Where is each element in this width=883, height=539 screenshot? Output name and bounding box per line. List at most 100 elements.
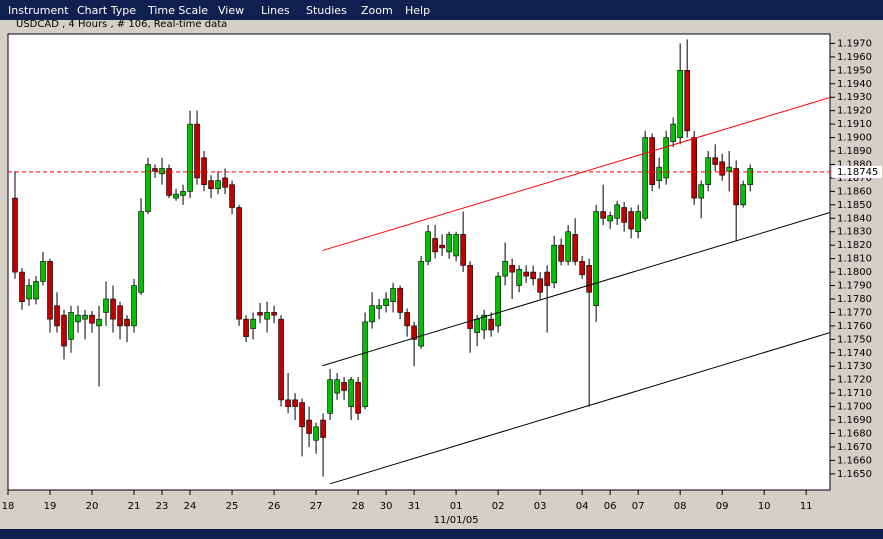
- candle-body: [292, 399, 298, 407]
- y-tick-label: 1.1750: [837, 334, 872, 345]
- x-tick-label: 23: [156, 501, 169, 512]
- candle-body: [19, 271, 25, 302]
- y-tick-label: 1.1670: [837, 442, 872, 453]
- y-tick-label: 1.1790: [837, 281, 872, 292]
- candle-body: [733, 168, 739, 206]
- y-tick-label: 1.1870: [837, 173, 872, 184]
- x-tick-label: 04: [576, 501, 589, 512]
- menu-item[interactable]: Instrument: [8, 4, 69, 17]
- candle-body: [187, 123, 193, 192]
- candle-body: [40, 261, 46, 282]
- menu-item[interactable]: Studies: [306, 4, 347, 17]
- candle-body: [110, 298, 116, 320]
- y-tick-label: 1.1810: [837, 254, 872, 265]
- candle-body: [579, 261, 585, 276]
- y-tick-label: 1.1950: [837, 65, 872, 76]
- candle-body: [397, 287, 403, 313]
- candle-body: [341, 382, 347, 391]
- candle-body: [474, 318, 480, 333]
- candle-body: [68, 312, 74, 340]
- candle-body: [565, 231, 571, 262]
- y-tick-label: 1.1770: [837, 307, 872, 318]
- candle-body: [558, 244, 564, 262]
- x-tick-label: 25: [226, 501, 239, 512]
- candle-body: [446, 234, 452, 253]
- candle-body: [117, 305, 123, 327]
- y-tick-label: 1.1710: [837, 388, 872, 399]
- y-tick-label: 1.1940: [837, 79, 872, 90]
- x-axis-label: 11/01/05: [434, 515, 479, 526]
- menu-item[interactable]: Chart Type: [77, 4, 136, 17]
- candle-body: [383, 298, 389, 307]
- candle-body: [194, 123, 200, 179]
- x-tick-label: 08: [674, 501, 687, 512]
- menu-item[interactable]: Help: [405, 4, 430, 17]
- candle-body: [432, 238, 438, 253]
- candle-body: [747, 168, 753, 185]
- x-tick-label: 20: [86, 501, 99, 512]
- y-tick-label: 1.1730: [837, 361, 872, 372]
- menu-item[interactable]: Lines: [261, 4, 290, 17]
- y-tick-label: 1.1780: [837, 294, 872, 305]
- y-tick-label: 1.1930: [837, 92, 872, 103]
- candle-body: [740, 184, 746, 206]
- candle-body: [460, 234, 466, 266]
- candle-body: [425, 231, 431, 262]
- candle-body: [264, 312, 270, 320]
- candle-body: [453, 234, 459, 257]
- x-tick-label: 02: [492, 501, 505, 512]
- y-tick-label: 1.1910: [837, 119, 872, 130]
- y-tick-label: 1.1880: [837, 159, 872, 170]
- x-tick-label: 24: [184, 501, 197, 512]
- candle-body: [621, 207, 627, 223]
- candle-body: [243, 318, 249, 337]
- menu-item[interactable]: View: [218, 4, 244, 17]
- y-tick-label: 1.1960: [837, 52, 872, 63]
- candle-body: [677, 70, 683, 138]
- candle-body: [586, 265, 592, 293]
- candle-body: [572, 234, 578, 262]
- menu-item[interactable]: Zoom: [361, 4, 393, 17]
- y-tick-label: 1.1680: [837, 429, 872, 440]
- y-tick-label: 1.1820: [837, 240, 872, 251]
- y-tick-label: 1.1970: [837, 38, 872, 49]
- candle-body: [152, 168, 158, 172]
- trendline: [329, 332, 830, 485]
- x-tick-label: 21: [128, 501, 141, 512]
- candle-body: [726, 166, 732, 172]
- candle-body: [607, 215, 613, 222]
- x-tick-label: 10: [758, 501, 771, 512]
- candle-body: [544, 271, 550, 286]
- x-tick-label: 09: [716, 501, 729, 512]
- candle-body: [404, 312, 410, 327]
- candle-body: [47, 261, 53, 320]
- candle-body: [635, 211, 641, 233]
- candle-body: [502, 261, 508, 277]
- chart-title: USDCAD , 4 Hours , # 106, Real-time data: [16, 19, 227, 30]
- menu-item[interactable]: Time Scale: [147, 4, 208, 17]
- candle-body: [26, 285, 32, 300]
- menu-bar: [0, 0, 883, 20]
- candle-body: [215, 180, 221, 189]
- candle-body: [712, 157, 718, 165]
- x-tick-label: 26: [268, 501, 281, 512]
- candle-body: [642, 137, 648, 219]
- candle-body: [509, 265, 515, 273]
- candle-body: [313, 426, 319, 441]
- candle-body: [236, 207, 242, 320]
- plot: [12, 39, 830, 485]
- y-tick-label: 1.1800: [837, 267, 872, 278]
- candle-body: [103, 298, 109, 313]
- x-tick-label: 30: [380, 501, 393, 512]
- y-tick-label: 1.1900: [837, 133, 872, 144]
- candle-body: [390, 287, 396, 302]
- candle-body: [173, 193, 179, 199]
- last-price-box: [832, 165, 882, 178]
- x-tick-label: 27: [310, 501, 323, 512]
- candle-body: [278, 318, 284, 401]
- y-tick-label: 1.1920: [837, 106, 872, 117]
- y-tick-label: 1.1700: [837, 402, 872, 413]
- candle-body: [285, 399, 291, 407]
- candle-body: [530, 271, 536, 280]
- candle-body: [229, 184, 235, 208]
